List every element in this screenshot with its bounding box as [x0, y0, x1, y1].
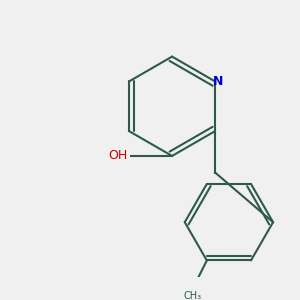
- Text: N: N: [213, 75, 223, 88]
- Text: OH: OH: [109, 149, 128, 163]
- Text: CH₃: CH₃: [184, 291, 202, 300]
